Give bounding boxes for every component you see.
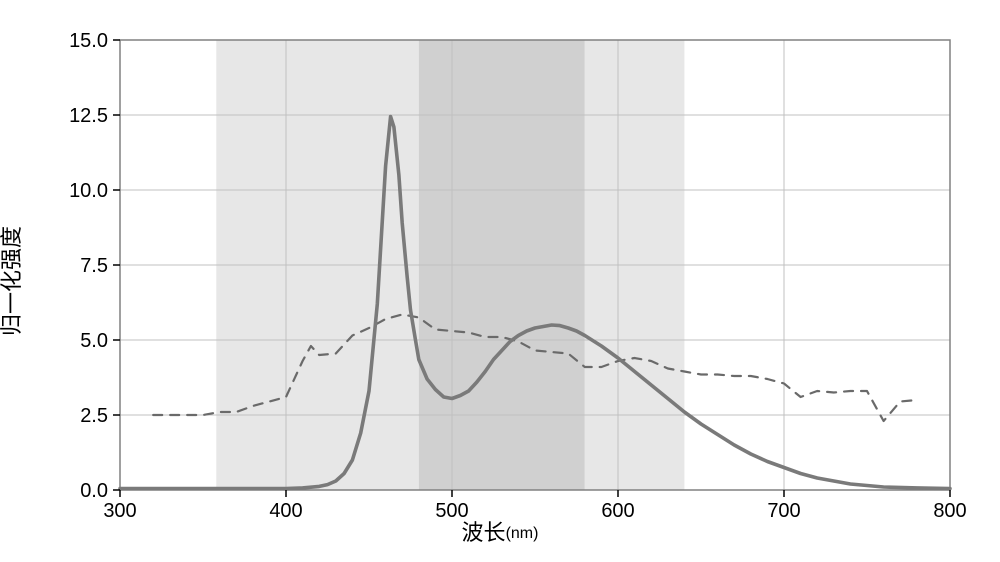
x-axis-label-unit: (nm) [506,525,539,542]
y-tick-label: 12.5 [69,105,108,127]
x-axis-label-main: 波长 [462,520,506,545]
y-tick-label: 7.5 [80,255,108,277]
y-axis-label: 归一化强度 [0,226,26,336]
x-tick-label: 300 [103,500,136,520]
y-tick-label: 15.0 [69,30,108,52]
x-axis-label: 波长(nm) [462,515,539,547]
chart-svg: 3004005006007008000.02.55.07.510.012.515… [20,20,980,520]
y-tick-label: 0.0 [80,480,108,502]
y-tick-label: 5.0 [80,330,108,352]
x-tick-label: 400 [269,500,302,520]
x-tick-label: 700 [767,500,800,520]
x-tick-label: 600 [601,500,634,520]
spectral-chart: 归一化强度 3004005006007008000.02.55.07.510.0… [20,20,980,542]
y-tick-label: 10.0 [69,180,108,202]
x-tick-label: 800 [933,500,966,520]
y-tick-label: 2.5 [80,405,108,427]
